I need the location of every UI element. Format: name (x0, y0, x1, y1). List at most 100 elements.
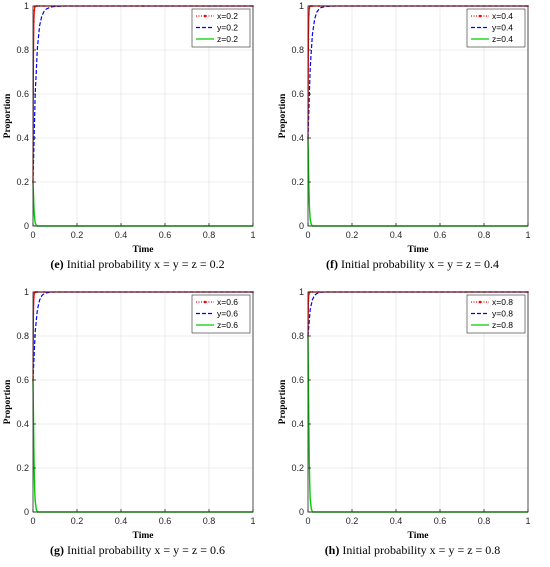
chart-g-ytick-label: 0 (24, 507, 29, 517)
chart-g-legend-label-x: x=0.6 (217, 297, 238, 307)
chart-e-xlabel: Time (133, 245, 154, 255)
chart-e-xtick-label: 1 (250, 230, 255, 240)
chart-f-ytick-label: 0.8 (291, 45, 304, 55)
chart-h-axes-box (307, 291, 529, 513)
chart-e-plot: 0 0.2 0.4 0.6 0.8 1 0 0.2 0.4 0.6 0.8 1 Time Proporti… (3, 1, 256, 255)
chart-e-caption-tag: (e) (50, 257, 64, 271)
chart-e-series-x-point (33, 9, 36, 12)
chart-g-xtick-label: 0.8 (203, 516, 216, 526)
chart-h-series-x-point (307, 293, 310, 296)
chart-g-xtick-label: 0.4 (115, 516, 128, 526)
chart-f-xtick-label: 1 (525, 230, 530, 240)
chart-f-ytick-label: 0.6 (291, 89, 304, 99)
chart-g-xtick-label: 0.6 (159, 516, 172, 526)
chart-g-legend (191, 294, 251, 334)
chart-e-legend-label-z: z=0.2 (217, 34, 238, 44)
chart-f-series-x-point (308, 7, 311, 10)
chart-f-caption: (f) Initial probability x = y = z = 0.4 (275, 257, 550, 272)
chart-e-xtick-label: 0.8 (203, 230, 216, 240)
chart-f-xtick-label: 0.4 (390, 230, 403, 240)
chart-g-xtick-label: 0 (30, 516, 35, 526)
chart-h-caption-tag: (h) (324, 543, 340, 557)
chart-h-legend-label-y: y=0.8 (492, 309, 513, 319)
chart-h-xtick-label: 0.8 (478, 516, 491, 526)
chart-g-axes-box (32, 291, 254, 513)
chart-h-ytick-label: 1 (299, 287, 304, 297)
chart-f-caption-tag: (f) (326, 257, 339, 271)
chart-g-ytick-label: 0.4 (16, 419, 29, 429)
chart-e-xtick-label: 0.6 (159, 230, 172, 240)
chart-h-xtick-label: 1 (525, 516, 530, 526)
chart-h-caption: (h) Initial probability x = y = z = 0.8 (275, 543, 550, 558)
chart-e-ytick-label: 0.4 (16, 133, 29, 143)
chart-f-xtick-label: 0.6 (434, 230, 447, 240)
chart-h-ytick-label: 0 (299, 507, 304, 517)
chart-e-xtick-label: 0 (30, 230, 35, 240)
chart-f-legend-label-x: x=0.4 (492, 11, 513, 21)
chart-f-axes-box (307, 5, 529, 227)
chart-e-ytick-label: 1 (24, 1, 29, 11)
chart-e-ytick-label: 0.2 (16, 177, 29, 187)
chart-h-plot: 0 0.2 0.4 0.6 0.8 1 0 0.2 0.4 0.6 0.8 1 Time Proporti… (278, 287, 531, 541)
chart-g-ylabel: Proportion (3, 379, 13, 424)
chart-g-xtick-label: 0.2 (71, 516, 84, 526)
chart-h-legend-label-x: x=0.8 (492, 297, 513, 307)
chart-f-legend-marker-x (478, 14, 482, 18)
chart-e-xtick-label: 0.2 (71, 230, 84, 240)
chart-h-xtick-label: 0.4 (390, 516, 403, 526)
chart-e-caption: (e) Initial probability x = y = z = 0.2 (0, 257, 275, 272)
chart-g-ytick-label: 0.2 (16, 463, 29, 473)
chart-e-legend-marker-x (203, 14, 207, 18)
chart-panel-h: 0 0.2 0.4 0.6 0.8 1 0 0.2 0.4 0.6 0.8 1 Time Proporti… (275, 286, 550, 567)
chart-f-xtick-label: 0.8 (478, 230, 491, 240)
chart-h-xtick-label: 0.2 (346, 516, 359, 526)
chart-h-caption-text: Initial probability x = y = z = 0.8 (342, 543, 501, 557)
chart-g-legend-label-y: y=0.6 (217, 309, 238, 319)
chart-h-xtick-label: 0.6 (434, 516, 447, 526)
chart-g-ytick-label: 1 (24, 287, 29, 297)
chart-e-axes-box (32, 5, 254, 227)
chart-f-ytick-label: 0 (299, 221, 304, 231)
chart-g-ytick-label: 0.8 (16, 331, 29, 341)
chart-f-plot: 0 0.2 0.4 0.6 0.8 1 0 0.2 0.4 0.6 0.8 1 Time Proporti… (278, 1, 531, 255)
chart-e-ytick-label: 0.6 (16, 89, 29, 99)
chart-f-legend-label-y: y=0.4 (492, 23, 513, 33)
chart-f-xtick-label: 0.2 (346, 230, 359, 240)
chart-f-legend (466, 8, 526, 48)
chart-h-ytick-label: 0.4 (291, 419, 304, 429)
chart-panel-e: 0 0.2 0.4 0.6 0.8 1 0 0.2 0.4 0.6 0.8 1 Time Proporti… (0, 0, 275, 281)
chart-h-ytick-label: 0.6 (291, 375, 304, 385)
chart-f-caption-text: Initial probability x = y = z = 0.4 (341, 257, 499, 271)
chart-h-legend-marker-x (478, 300, 482, 304)
chart-e-caption-text: Initial probability x = y = z = 0.2 (66, 257, 225, 271)
chart-f-ytick-label: 0.4 (291, 133, 304, 143)
chart-panel-f: 0 0.2 0.4 0.6 0.8 1 0 0.2 0.4 0.6 0.8 1 Time Proporti… (275, 0, 550, 281)
chart-f-xtick-label: 0 (305, 230, 310, 240)
chart-g-plot: 0 0.2 0.4 0.6 0.8 1 0 0.2 0.4 0.6 0.8 1 Time Proporti… (3, 287, 256, 541)
chart-g-legend-marker-x (203, 300, 207, 304)
chart-g-caption-text: Initial probability x = y = z = 0.6 (67, 543, 225, 557)
chart-g-ytick-label: 0.6 (16, 375, 29, 385)
chart-e-legend-label-x: x=0.2 (217, 11, 238, 21)
chart-panel-g: 0 0.2 0.4 0.6 0.8 1 0 0.2 0.4 0.6 0.8 1 Time Proporti… (0, 286, 275, 567)
chart-h-xlabel: Time (408, 531, 429, 541)
chart-f-legend-label-z: z=0.4 (492, 34, 513, 44)
chart-h-ylabel: Proportion (278, 379, 288, 424)
chart-g-series-x-point (32, 296, 35, 299)
chart-e-series-x-point (32, 20, 35, 23)
chart-h-legend (466, 294, 526, 334)
chart-e-ylabel: Proportion (3, 93, 13, 138)
chart-g-caption: (g) Initial probability x = y = z = 0.6 (0, 543, 275, 558)
chart-e-legend (191, 8, 251, 48)
chart-g-xtick-label: 1 (250, 516, 255, 526)
chart-e-ytick-label: 0.8 (16, 45, 29, 55)
chart-h-xtick-label: 0 (305, 516, 310, 526)
chart-e-xtick-label: 0.4 (115, 230, 128, 240)
chart-f-xlabel: Time (408, 245, 429, 255)
chart-g-caption-tag: (g) (50, 543, 65, 557)
chart-h-ytick-label: 0.2 (291, 463, 304, 473)
chart-f-series-x-point (307, 13, 310, 16)
chart-h-legend-label-z: z=0.8 (492, 320, 513, 330)
chart-g-xlabel: Time (133, 531, 154, 541)
